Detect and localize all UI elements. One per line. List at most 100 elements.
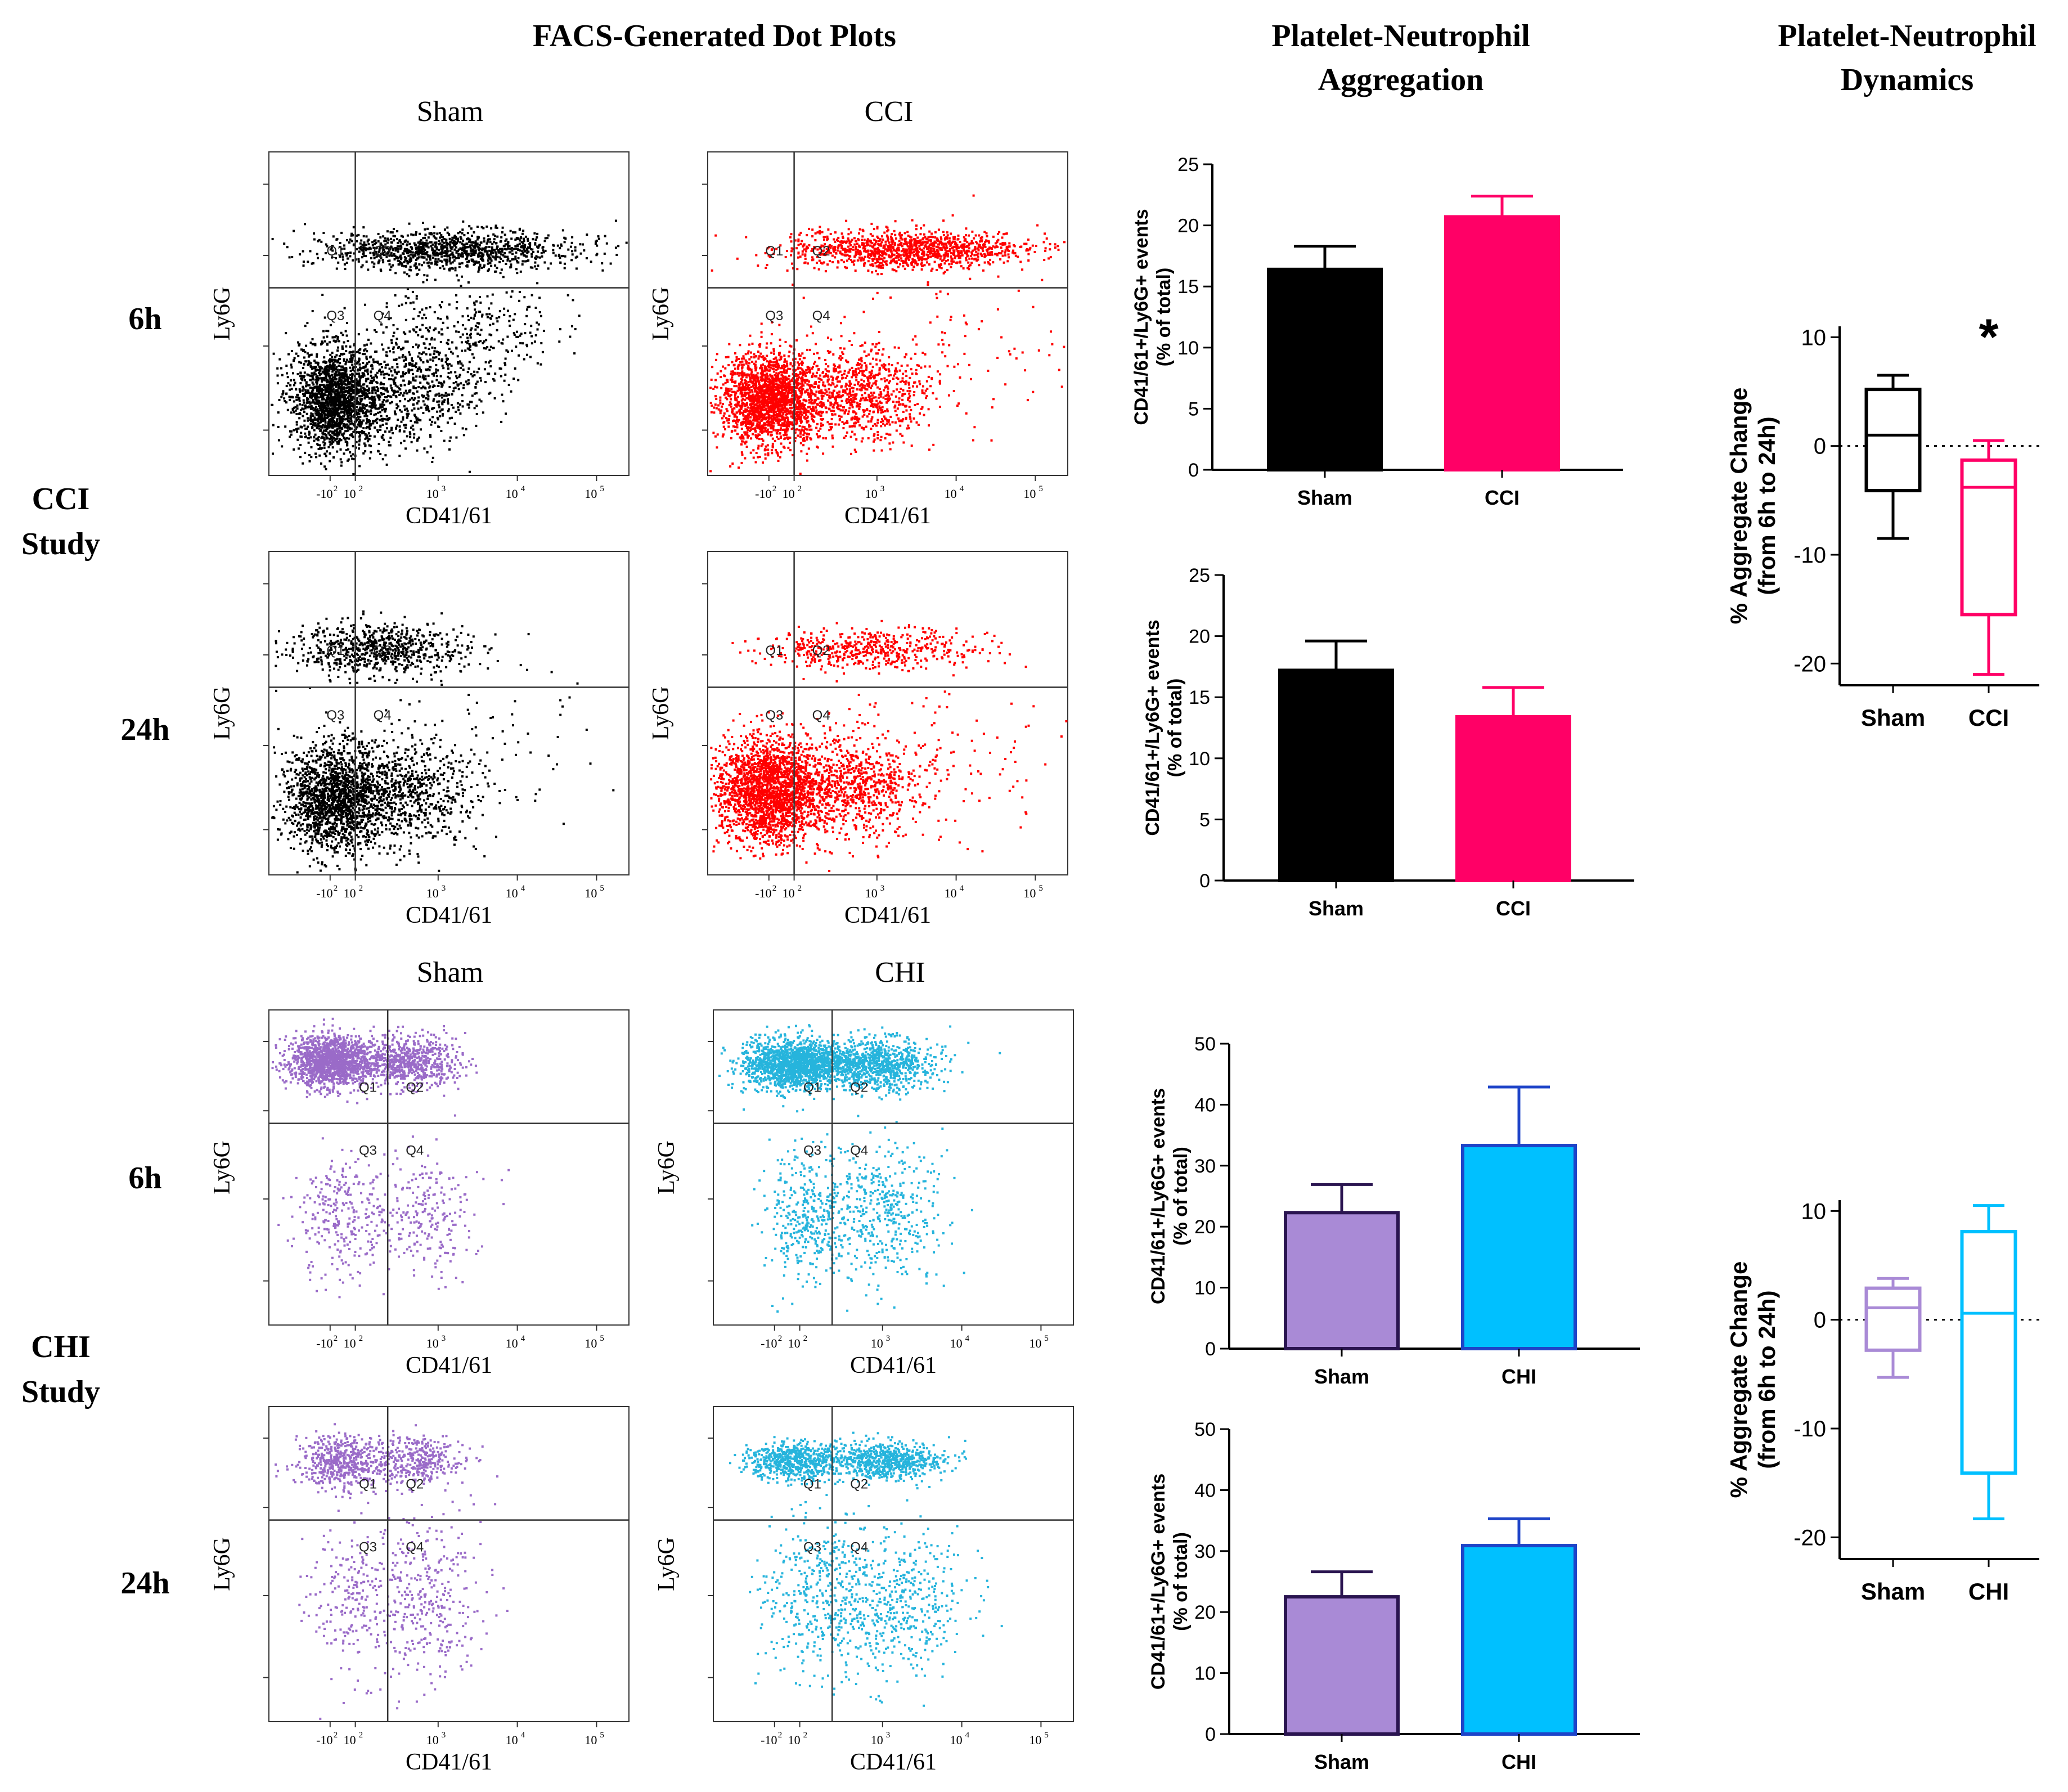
- y-axis-label: CD41/61+/Ly6G+ events: [1142, 619, 1163, 836]
- bar-cci: [1457, 717, 1570, 881]
- x-tick-label-sham: Sham: [1861, 704, 1925, 731]
- title-dynamics-line2: Dynamics: [1841, 62, 1973, 97]
- x-axis-label: CD41/61: [850, 1353, 937, 1378]
- x-tick-base: 10: [1029, 1733, 1041, 1747]
- x-tick-exponent: 3: [880, 884, 885, 893]
- y-axis-label: Ly6G: [648, 686, 674, 740]
- quadrant-label-q3: Q3: [359, 1540, 377, 1555]
- quadrant-label-q2: Q2: [812, 643, 830, 658]
- x-tick-exponent: 3: [442, 1731, 446, 1740]
- box-chi: [1962, 1232, 2016, 1473]
- x-tick-exponent: 5: [1039, 884, 1043, 893]
- title-dot-plots: FACS-Generated Dot Plots: [533, 19, 896, 53]
- x-tick-base: 10: [871, 1336, 883, 1350]
- y-tick-label: 30: [1194, 1541, 1216, 1562]
- x-tick-label-sham: Sham: [1297, 486, 1352, 509]
- x-tick-exponent: 2: [798, 884, 802, 893]
- quadrant-label-q4: Q4: [850, 1143, 868, 1158]
- x-tick-label-cci: CCI: [1496, 897, 1531, 920]
- x-tick-base: 10: [344, 886, 356, 900]
- quadrant-label-q4: Q4: [850, 1540, 868, 1555]
- x-tick-exponent: 4: [521, 884, 525, 893]
- x-tick-exponent: 4: [960, 484, 964, 493]
- y-axis-label-range: (from 6h to 24h): [1754, 1290, 1780, 1468]
- y-axis-label: Ly6G: [648, 287, 674, 341]
- y-tick-label: 20: [1189, 626, 1210, 648]
- bar-chi: [1463, 1546, 1575, 1734]
- x-tick-exponent: 2: [334, 484, 338, 493]
- y-tick-label: 5: [1199, 809, 1210, 830]
- timepoint-cci-6h: 6h: [128, 302, 161, 336]
- quadrant-label-q2: Q2: [406, 1080, 424, 1095]
- group-header-chi: CHI: [875, 956, 925, 989]
- x-tick-base: 10: [783, 487, 795, 501]
- x-tick-exponent: 2: [334, 1731, 338, 1740]
- y-axis-label: Ly6G: [209, 686, 235, 740]
- quadrant-label-q1: Q1: [359, 1080, 377, 1095]
- x-tick-exponent: 2: [803, 1334, 808, 1343]
- quadrant-label-q1: Q1: [359, 1477, 377, 1492]
- quadrant-label-q3: Q3: [326, 308, 344, 324]
- x-axis-label: CD41/61: [844, 902, 931, 928]
- x-tick-label-chi: CHI: [1501, 1365, 1536, 1388]
- y-axis-label-units: (% of total): [1170, 1147, 1192, 1246]
- y-tick-label: -20: [1793, 652, 1826, 676]
- y-tick-label: 10: [1194, 1663, 1216, 1685]
- quadrant-label-q2: Q2: [812, 244, 830, 259]
- x-tick-base: 10: [945, 487, 957, 501]
- study-cci-line2: Study: [21, 527, 100, 562]
- y-tick-label: -20: [1793, 1525, 1826, 1550]
- box-sham: [1867, 1288, 1920, 1350]
- x-tick-base: 10: [344, 487, 356, 501]
- title-aggregation-line1: Platelet-Neutrophil: [1271, 19, 1530, 53]
- x-tick-base: 10: [1029, 1336, 1041, 1350]
- quadrant-label-q3: Q3: [765, 308, 783, 324]
- y-axis-label: Ly6G: [654, 1140, 680, 1194]
- x-tick-base: 10: [506, 1336, 518, 1350]
- y-axis-label: Ly6G: [209, 1140, 235, 1194]
- y-tick-label: 40: [1194, 1480, 1216, 1501]
- x-tick-base: -10: [316, 886, 332, 900]
- x-tick-label-chi: CHI: [1968, 1578, 2009, 1605]
- figure-canvas: FACS-Generated Dot Plots Platelet-Neutro…: [0, 0, 2068, 1792]
- x-tick-label-cci: CCI: [1968, 704, 2009, 731]
- y-axis-label-units: (% of total): [1170, 1532, 1192, 1631]
- bar-chi: [1463, 1146, 1575, 1349]
- timepoint-chi-6h: 6h: [128, 1161, 161, 1196]
- x-tick-exponent: 3: [442, 1334, 446, 1343]
- y-axis-label: Ly6G: [654, 1537, 680, 1591]
- y-tick-label: 15: [1189, 687, 1210, 708]
- y-axis-label: Ly6G: [209, 287, 235, 341]
- y-tick-label: -10: [1793, 543, 1826, 568]
- study-chi-line2: Study: [21, 1375, 100, 1409]
- study-cci-line1: CCI: [32, 482, 90, 517]
- x-tick-exponent: 2: [359, 484, 363, 493]
- group-header-cci: CCI: [865, 96, 914, 128]
- y-axis-label: CD41/61+/Ly6G+ events: [1148, 1088, 1169, 1304]
- x-tick-exponent: 3: [442, 884, 446, 893]
- y-axis-label: CD41/61+/Ly6G+ events: [1148, 1474, 1169, 1690]
- x-tick-base: -10: [316, 487, 332, 501]
- quadrant-label-q2: Q2: [850, 1477, 868, 1492]
- x-tick-base: -10: [316, 1336, 332, 1350]
- x-tick-exponent: 5: [600, 884, 604, 893]
- quadrant-label-q4: Q4: [374, 308, 392, 324]
- quadrant-label-q3: Q3: [803, 1540, 821, 1555]
- bar-sham: [1285, 1212, 1398, 1349]
- quadrant-label-q4: Q4: [812, 308, 830, 324]
- quadrant-label-q1: Q1: [326, 643, 344, 658]
- quadrant-label-q3: Q3: [359, 1143, 377, 1158]
- y-tick-label: 20: [1177, 215, 1199, 237]
- bar-sham: [1285, 1597, 1398, 1734]
- y-tick-label: 15: [1177, 276, 1199, 298]
- y-tick-label: 0: [1814, 1308, 1826, 1333]
- x-tick-base: 10: [788, 1733, 801, 1747]
- x-tick-base: 10: [426, 1336, 439, 1350]
- quadrant-label-q1: Q1: [765, 244, 783, 259]
